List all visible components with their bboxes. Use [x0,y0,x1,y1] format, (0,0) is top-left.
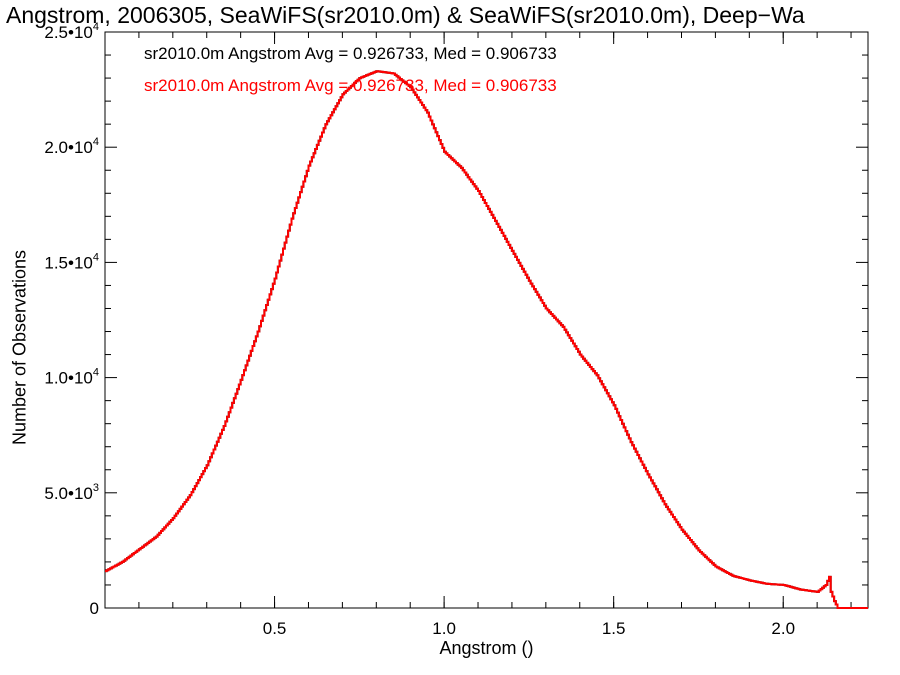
y-tick-label: 5.0•103 [44,482,99,503]
x-tick-label: 2.0 [771,619,795,638]
legend-entry-red: sr2010.0m Angstrom Avg = 0.926733, Med =… [144,76,557,95]
series-group [105,70,868,609]
x-tick-label: 1.0 [432,619,456,638]
chart-title: Angstrom, 2006305, SeaWiFS(sr2010.0m) & … [6,2,805,28]
y-axis-label: Number of Observations [9,249,30,446]
y-tick-label: 0 [90,599,99,618]
y-tick-label: 2.5•104 [44,21,99,42]
series-black-line [105,70,868,609]
x-tick-label: 1.5 [602,619,626,638]
series-red-line [105,70,868,609]
legend-entry-black: sr2010.0m Angstrom Avg = 0.926733, Med =… [144,44,557,63]
x-axis-label: Angstrom () [439,638,534,658]
axis-ticks: 0.5 1.0 1.5 2.0 0 5.0•103 1.0•104 1.5•104 2.0•10… [44,21,868,638]
y-tick-label: 2.0•104 [44,136,99,157]
x-tick-label: 0.5 [263,619,287,638]
plot-frame [104,31,869,609]
y-tick-label: 1.0•104 [44,367,99,388]
y-tick-label: 1.5•104 [44,251,99,272]
